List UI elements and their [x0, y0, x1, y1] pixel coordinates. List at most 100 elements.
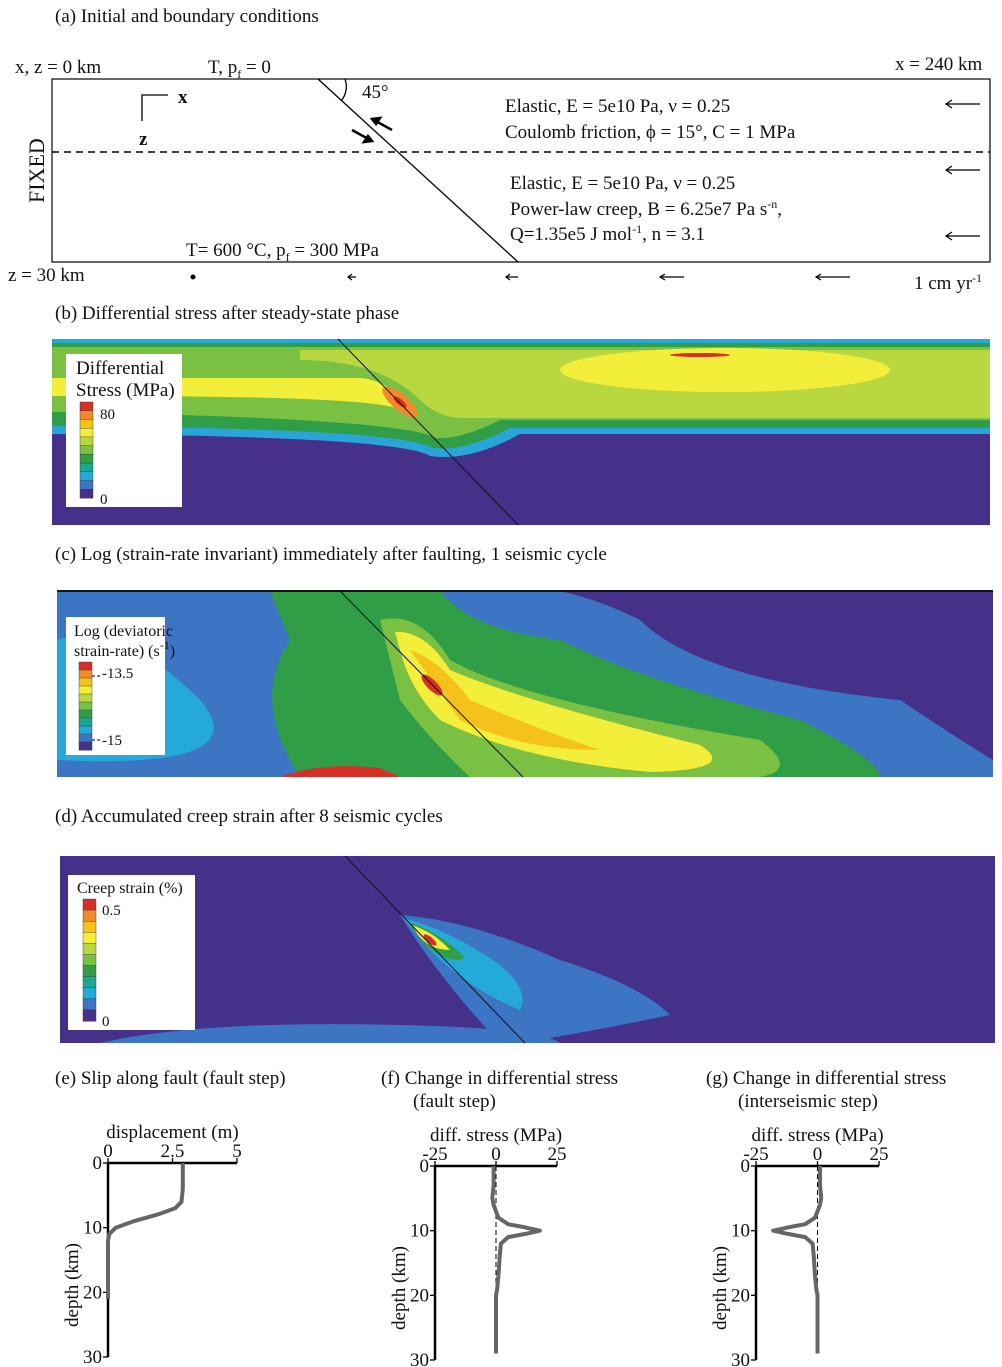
y-axis-label: depth (km) — [62, 1243, 83, 1327]
colorbar-segment — [78, 709, 93, 719]
legend-tick-label: -13.5 — [102, 666, 133, 682]
contour-region — [658, 273, 684, 281]
y-tick-label: 20 — [731, 1285, 750, 1306]
legend-title: Stress (MPa) — [76, 380, 175, 401]
y-tick-label: 0 — [93, 1153, 103, 1174]
text-run: Coulomb friction, ϕ = 15°, C = 1 MPa — [505, 122, 796, 143]
legend-title: Log (deviatoric — [74, 623, 173, 640]
colorbar-segment — [82, 954, 97, 967]
text-run: = 0 — [241, 57, 271, 78]
text-run: Elastic, E = 5e10 Pa, ν = 0.25 — [505, 96, 730, 117]
legend-tick-label: 0 — [100, 492, 108, 508]
x-tick-label: -25 — [422, 1144, 447, 1165]
contour-region — [944, 231, 980, 241]
colorbar-segment — [78, 669, 93, 679]
y-tick-label: 0 — [420, 1156, 430, 1177]
legend-tick-label: -15 — [102, 733, 122, 749]
contour-region — [670, 353, 730, 357]
text-run: -1 — [160, 638, 170, 652]
colorbar-segment — [78, 733, 93, 743]
y-tick-label: 10 — [410, 1221, 429, 1242]
colorbar-segment — [79, 489, 94, 499]
text-run: -n — [767, 197, 777, 211]
colorbar — [82, 898, 97, 1022]
colorbar-segment — [79, 427, 94, 438]
text-run: , — [777, 199, 782, 220]
colorbar — [78, 661, 93, 751]
y-tick-label: 0 — [741, 1156, 751, 1177]
slip-arrow — [369, 116, 393, 132]
colorbar-segment — [82, 998, 97, 1011]
axis-label: x — [178, 87, 188, 108]
colorbar-segment — [79, 410, 94, 420]
colorbar-segment — [78, 693, 93, 703]
text-run: f — [286, 250, 290, 264]
text-run: x = 240 km — [895, 54, 982, 75]
colorbar — [79, 401, 94, 499]
text-run: ) — [170, 643, 175, 660]
annotation: T= 600 °C, pf = 300 MPa — [186, 240, 380, 264]
contour-region — [100, 1024, 560, 1043]
y-tick-label: 30 — [83, 1347, 102, 1367]
profile-chart: (f) Change in differential stress(fault … — [381, 1068, 618, 1367]
x-tick-label: 2.5 — [161, 1141, 185, 1162]
contour-region — [944, 165, 980, 175]
model-box — [51, 78, 991, 263]
colorbar-segment — [82, 987, 97, 1000]
x-tick-label: 5 — [232, 1141, 242, 1162]
text-run: FIXED — [24, 138, 49, 203]
x-tick-label: 0 — [813, 1144, 823, 1165]
x-axis-label: diff. stress (MPa) — [751, 1125, 883, 1146]
colorbar-segment — [78, 685, 93, 695]
text-run: x, z = 0 km — [15, 57, 101, 78]
annotation: T, pf = 0 — [208, 57, 271, 81]
colorbar-segment — [78, 741, 93, 751]
contour-region — [280, 766, 400, 777]
axis-label: z — [139, 129, 148, 150]
contour-plot — [52, 338, 990, 526]
panel-title: (c) Log (strain-rate invariant) immediat… — [55, 544, 607, 565]
contour-region — [395, 631, 713, 772]
contour-region — [410, 650, 600, 750]
contour-region — [423, 934, 437, 946]
colorbar-segment — [78, 661, 93, 671]
text-run: Stress (MPa) — [76, 380, 175, 401]
text-run: , n = 3.1 — [642, 224, 705, 245]
colorbar-segment — [79, 454, 94, 464]
text-run: Differential — [76, 358, 164, 379]
text-run: Elastic, E = 5e10 Pa, ν = 0.25 — [510, 173, 735, 194]
profile-charts: (e) Slip along fault (fault step) displac… — [55, 1068, 946, 1367]
legend-title: Creep strain (%) — [77, 880, 183, 897]
y-tick-label: 30 — [731, 1350, 750, 1367]
text-run: strain-rate) (s — [74, 643, 160, 660]
text-run: z = 30 km — [8, 265, 85, 286]
annotation: Elastic, E = 5e10 Pa, ν = 0.25 — [510, 173, 735, 194]
x-tick-label: 0 — [491, 1144, 501, 1165]
colorbar-segment — [79, 419, 94, 429]
boundary-arrows — [347, 99, 980, 281]
colorbar-segment — [82, 976, 97, 989]
annotation: Elastic, E = 5e10 Pa, ν = 0.25 — [505, 96, 730, 117]
contour-region — [339, 590, 524, 778]
angle-arc — [340, 78, 347, 102]
contour-plot — [60, 855, 995, 1044]
colorbar-segment — [82, 943, 97, 955]
legend-tick-label: 0.5 — [102, 903, 121, 919]
panel-title: (a) Initial and boundary conditions — [55, 6, 319, 27]
text-run: T= 600 °C, p — [186, 240, 286, 261]
text-run: Log (deviatoric — [74, 623, 173, 640]
y-axis-label: depth (km) — [710, 1246, 731, 1330]
colorbar-segment — [82, 932, 97, 944]
colorbar-segment — [82, 920, 97, 933]
colorbar-segment — [82, 1009, 97, 1022]
legend-tick-label: 80 — [100, 407, 115, 423]
colorbar-segment — [79, 462, 94, 473]
axes-icon — [141, 94, 168, 121]
text-run: T, p — [208, 57, 237, 78]
annotation: 45° — [362, 82, 389, 103]
annotation: 1 cm yr-1 — [914, 271, 982, 294]
contour-region — [560, 348, 890, 392]
panel-title: (f) Change in differential stress — [381, 1068, 618, 1089]
y-tick-label: 20 — [83, 1282, 102, 1303]
